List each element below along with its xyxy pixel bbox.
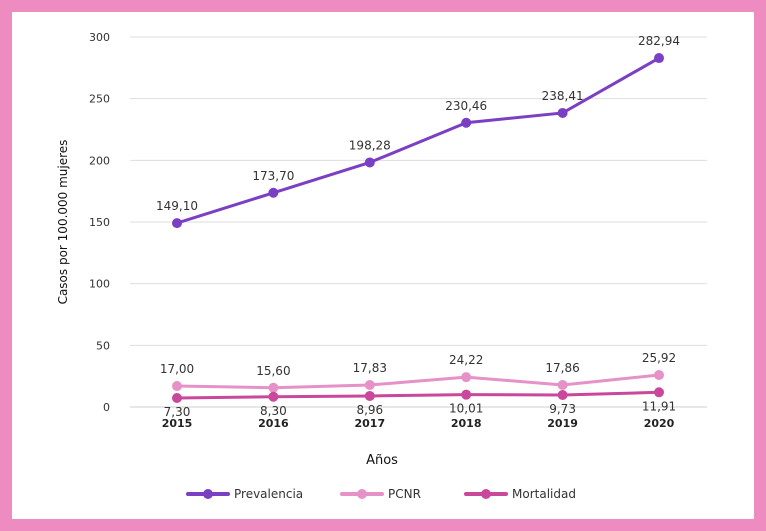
data-label: 8,96 bbox=[356, 403, 383, 417]
data-label: 149,10 bbox=[156, 199, 198, 213]
data-point bbox=[172, 392, 182, 403]
data-label: 17,86 bbox=[545, 361, 579, 375]
legend-label: Mortalidad bbox=[512, 487, 576, 501]
data-point bbox=[172, 381, 182, 392]
legend: Prevalencia PCNR Mortalidad bbox=[186, 487, 576, 501]
data-label: 17,00 bbox=[160, 362, 194, 376]
data-point bbox=[557, 389, 568, 400]
data-label: 10,01 bbox=[449, 402, 483, 416]
x-tick-label: 2016 bbox=[258, 417, 289, 430]
data-label: 7,30 bbox=[164, 405, 191, 419]
x-axis-label: Años bbox=[366, 453, 398, 468]
series-prevalencia: 149,10 173,70 198,28 230,46 238,41 282,94 bbox=[156, 34, 680, 229]
data-point bbox=[654, 387, 664, 398]
data-point bbox=[364, 157, 375, 168]
data-point bbox=[461, 372, 472, 383]
y-tick-label: 50 bbox=[96, 339, 110, 352]
data-point bbox=[461, 117, 472, 128]
legend-dot-icon bbox=[357, 489, 367, 499]
x-tick-label: 2017 bbox=[354, 417, 385, 430]
y-tick-label: 150 bbox=[89, 216, 110, 229]
data-label: 282,94 bbox=[638, 34, 680, 48]
data-label: 11,91 bbox=[642, 399, 676, 413]
data-point bbox=[364, 380, 375, 391]
series-line bbox=[176, 56, 660, 225]
data-label: 24,22 bbox=[449, 353, 483, 367]
data-point bbox=[654, 53, 664, 64]
legend-label: Prevalencia bbox=[234, 487, 303, 501]
x-tick-label: 2020 bbox=[644, 417, 675, 430]
series-mortalidad: 7,30 8,30 8,96 10,01 9,73 11,91 bbox=[164, 387, 676, 419]
data-label: 25,92 bbox=[642, 351, 676, 365]
data-label: 9,73 bbox=[549, 402, 576, 416]
data-label: 230,46 bbox=[445, 99, 487, 113]
series-pcnr: 17,00 15,60 17,83 24,22 17,86 25,92 bbox=[160, 351, 676, 393]
legend-item-mortalidad[interactable]: Mortalidad bbox=[464, 487, 576, 501]
y-tick-label: 300 bbox=[89, 31, 110, 44]
x-tick-label: 2019 bbox=[547, 417, 578, 430]
data-label: 238,41 bbox=[542, 89, 584, 103]
y-tick-label: 200 bbox=[89, 154, 110, 167]
data-point bbox=[268, 391, 279, 402]
y-tick-label: 250 bbox=[89, 93, 110, 106]
series-line bbox=[176, 373, 660, 390]
y-tick-label: 100 bbox=[89, 278, 110, 291]
series-line bbox=[176, 390, 660, 400]
data-point bbox=[268, 187, 279, 198]
data-label: 15,60 bbox=[256, 364, 290, 378]
data-point bbox=[461, 389, 472, 400]
y-tick-label: 0 bbox=[103, 401, 110, 414]
y-axis-label: Casos por 100.000 mujeres bbox=[56, 140, 70, 305]
legend-dot-icon bbox=[203, 489, 213, 499]
legend-label: PCNR bbox=[388, 487, 421, 501]
data-label: 17,83 bbox=[353, 361, 387, 375]
data-point bbox=[172, 218, 182, 229]
chart-background bbox=[12, 12, 754, 519]
data-point bbox=[557, 107, 568, 118]
x-tick-label: 2018 bbox=[451, 417, 482, 430]
legend-item-prevalencia[interactable]: Prevalencia bbox=[186, 487, 303, 501]
data-label: 198,28 bbox=[349, 138, 391, 152]
data-label: 8,30 bbox=[260, 404, 287, 418]
legend-item-pcnr[interactable]: PCNR bbox=[340, 487, 421, 501]
legend-dot-icon bbox=[481, 489, 491, 499]
data-point bbox=[268, 382, 279, 393]
data-label: 173,70 bbox=[252, 169, 294, 183]
data-point bbox=[557, 379, 568, 390]
x-tick-label: 2015 bbox=[162, 417, 193, 430]
data-point bbox=[364, 390, 375, 401]
data-point bbox=[654, 370, 664, 381]
